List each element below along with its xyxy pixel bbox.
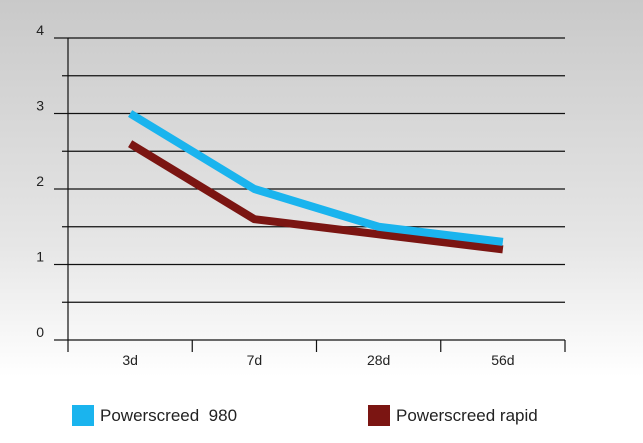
y-tick-label: 4	[36, 22, 44, 38]
y-tick-label: 1	[36, 249, 44, 265]
x-tick-label: 7d	[247, 352, 263, 368]
y-tick-label: 2	[36, 173, 44, 189]
series-line-powerscreed-980	[128, 110, 504, 246]
y-tick-label: 0	[36, 324, 44, 340]
legend-swatch	[368, 405, 390, 426]
legend-swatch	[72, 405, 94, 426]
y-tick-label: 3	[36, 98, 44, 114]
x-tick-label: 28d	[367, 352, 390, 368]
series-line-powerscreed-rapid	[128, 140, 504, 254]
x-tick-label: 3d	[122, 352, 138, 368]
x-tick-label: 56d	[491, 352, 514, 368]
legend-label: Powerscreed rapid	[396, 406, 538, 425]
legend-label: Powerscreed 980	[100, 406, 237, 425]
